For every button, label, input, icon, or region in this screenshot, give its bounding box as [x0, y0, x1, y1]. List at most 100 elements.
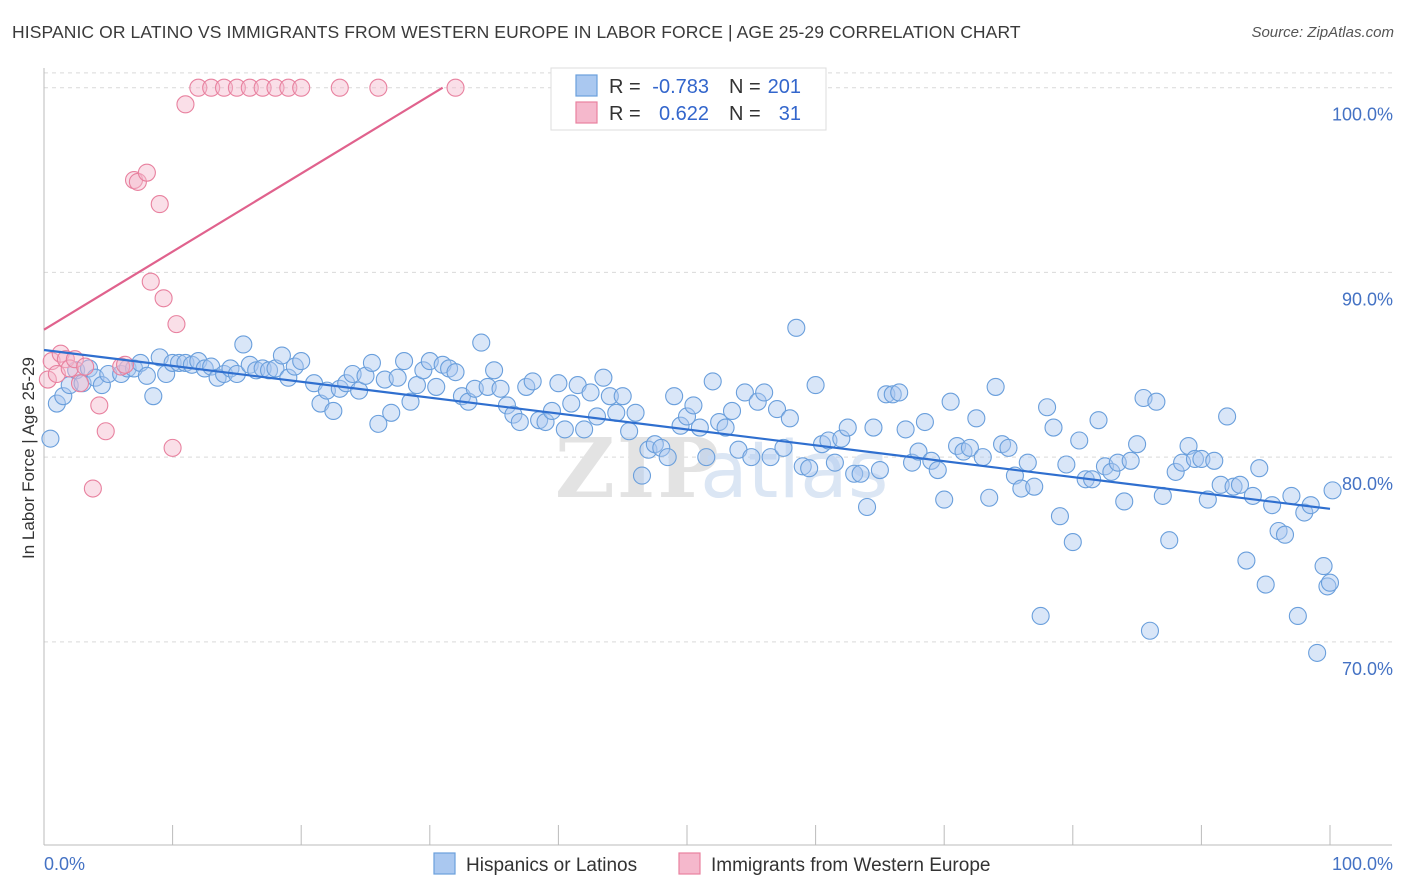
point-0-111	[767, 400, 787, 419]
point-0-124	[851, 464, 870, 483]
point-0-35	[272, 346, 291, 365]
point-0-84	[594, 368, 613, 387]
point-0-86	[607, 403, 626, 422]
point-1-26	[227, 78, 246, 97]
point-0-67	[485, 361, 504, 380]
legend-n-label-0: N =	[729, 76, 761, 98]
series-hispanics-points	[41, 318, 1342, 662]
point-0-89	[626, 403, 645, 422]
point-0-52	[388, 368, 407, 387]
point-0-85	[600, 387, 619, 406]
point-0-125	[857, 497, 877, 517]
chart-title: HISPANIC OR LATINO VS IMMIGRANTS FROM WE…	[12, 22, 1021, 42]
point-0-141	[960, 438, 979, 457]
point-0-169	[1140, 621, 1160, 640]
point-0-36	[279, 368, 298, 387]
point-0-184	[1237, 551, 1256, 570]
point-0-143	[973, 448, 992, 467]
point-0-130	[890, 383, 909, 402]
point-0-167	[1128, 435, 1147, 454]
bottom-legend: Hispanics or Latinos Immigrants from Wes…	[433, 852, 990, 876]
point-1-19	[154, 289, 173, 308]
legend-swatch-western-europe	[575, 101, 598, 124]
point-1-24	[202, 78, 221, 97]
legend-n-label-1: N =	[729, 103, 761, 125]
point-0-127	[870, 460, 889, 480]
point-1-33	[369, 78, 388, 97]
x-tick-label-0: 0.0%	[44, 854, 85, 874]
point-1-5	[60, 359, 79, 378]
point-0-123	[845, 464, 864, 483]
point-0-48	[362, 353, 381, 372]
point-0-42	[324, 401, 343, 420]
point-1-29	[266, 78, 285, 97]
point-0-8	[92, 376, 111, 395]
legend-r-label-0: R =	[609, 76, 641, 98]
point-0-131	[896, 420, 915, 439]
point-0-58	[427, 377, 446, 396]
point-1-23	[189, 78, 208, 97]
point-0-108	[748, 392, 767, 411]
point-0-155	[1050, 507, 1069, 526]
point-0-183	[1230, 475, 1250, 494]
point-0-115	[793, 457, 812, 476]
point-0-110	[761, 448, 780, 467]
point-0-196	[1314, 557, 1333, 576]
point-0-14	[137, 366, 156, 385]
point-0-161	[1089, 411, 1108, 430]
point-0-173	[1166, 462, 1185, 481]
point-0-88	[620, 422, 639, 441]
point-0-170	[1147, 392, 1166, 411]
point-0-120	[825, 453, 844, 472]
point-0-79	[562, 394, 581, 413]
point-0-49	[369, 414, 388, 433]
point-1-0	[38, 370, 57, 389]
point-0-109	[755, 383, 774, 402]
point-0-199	[1323, 481, 1342, 500]
point-1-21	[167, 315, 186, 334]
point-1-20	[163, 438, 182, 457]
point-0-82	[581, 383, 600, 402]
point-0-68	[491, 379, 510, 398]
point-1-32	[330, 78, 349, 97]
bottom-legend-swatch-hispanics	[433, 852, 456, 875]
point-0-176	[1185, 449, 1205, 469]
point-0-53	[395, 352, 414, 371]
point-1-7	[70, 374, 90, 393]
point-0-172	[1160, 531, 1179, 550]
point-0-192	[1288, 606, 1307, 626]
point-0-97	[677, 407, 697, 426]
point-0-152	[1031, 606, 1050, 626]
point-0-71	[510, 412, 529, 432]
point-0-117	[806, 376, 825, 395]
point-0-1	[47, 394, 66, 413]
legend-r-label-1: R =	[609, 103, 641, 125]
point-0-181	[1218, 407, 1237, 426]
bottom-legend-label-hispanics: Hispanics or Latinos	[466, 855, 637, 876]
point-0-114	[787, 318, 806, 337]
point-0-103	[716, 418, 735, 437]
point-0-93	[652, 438, 671, 457]
point-0-147	[999, 438, 1018, 457]
point-0-182	[1224, 477, 1243, 496]
point-1-9	[83, 479, 102, 498]
point-0-98	[684, 396, 703, 415]
legend-r-value-1: 0.622	[659, 103, 709, 125]
point-0-154	[1044, 418, 1063, 437]
point-0-134	[915, 412, 934, 432]
point-0-87	[613, 387, 632, 406]
point-0-193	[1295, 503, 1314, 522]
x-tick-labels: 0.0% 100.0%	[44, 854, 1393, 874]
point-0-163	[1102, 462, 1121, 481]
trend-line-1	[43, 86, 444, 331]
y-tick-label-2: 90.0%	[1342, 289, 1393, 309]
point-0-65	[472, 333, 491, 352]
point-1-16	[137, 163, 156, 182]
legend-swatch-hispanics	[575, 74, 598, 97]
trend-lines	[43, 86, 1331, 510]
point-0-165	[1115, 492, 1134, 511]
point-0-75	[536, 412, 555, 432]
point-0-2	[54, 387, 73, 406]
point-0-56	[414, 361, 433, 380]
point-0-150	[1018, 453, 1037, 472]
